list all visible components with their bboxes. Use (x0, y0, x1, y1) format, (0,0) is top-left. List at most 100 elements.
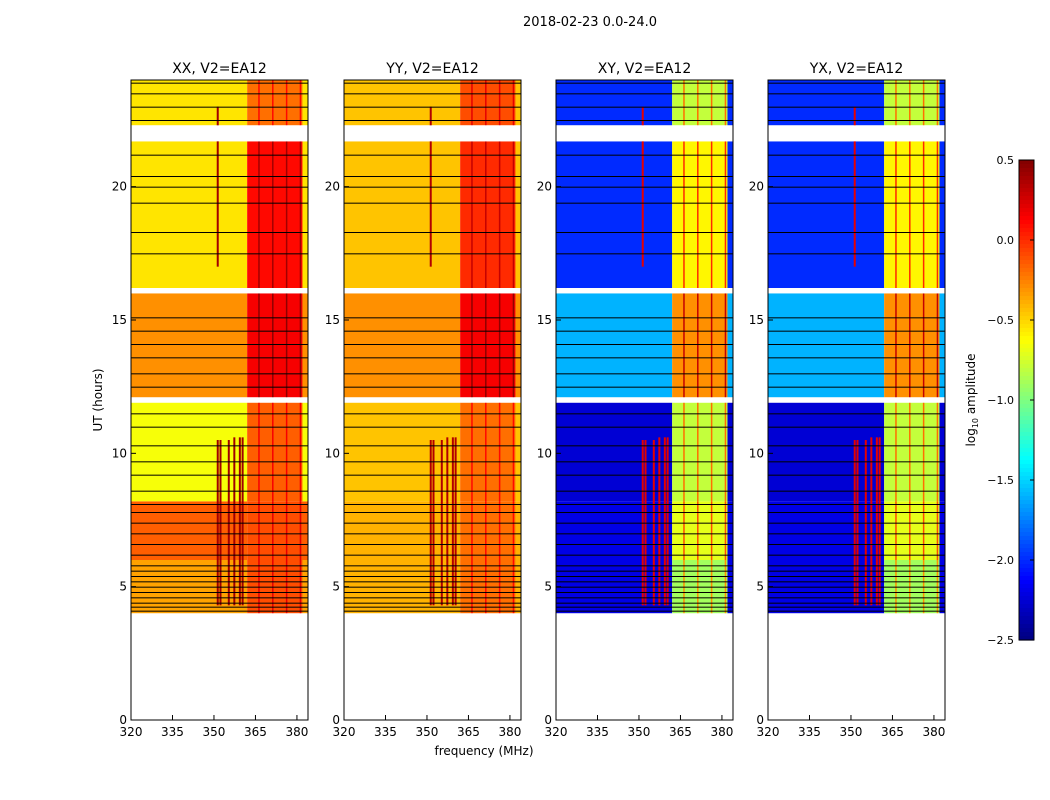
heatmap-cell (131, 80, 248, 126)
flagged-row (556, 533, 733, 535)
no-data-gap (768, 397, 945, 403)
colorbar-segment (1019, 308, 1034, 313)
flagged-row (344, 490, 521, 492)
flagged-row (131, 386, 308, 388)
panel-title: YX, V2=EA12 (809, 61, 904, 77)
flagged-row (131, 474, 308, 476)
flagged-row (768, 610, 945, 612)
colorbar-segment (1019, 256, 1034, 261)
flagged-row (556, 82, 733, 84)
colorbar-segment (1019, 568, 1034, 573)
colorbar-segment (1019, 432, 1034, 437)
flagged-row (344, 533, 521, 535)
heatmap-channel-stripe (272, 402, 274, 502)
colorbar-segment (1019, 428, 1034, 433)
flagged-row (556, 504, 733, 505)
heatmap-cell (302, 402, 308, 502)
heatmap-cell (884, 80, 940, 126)
flagged-row (131, 565, 308, 567)
x-tick-label: 335 (586, 725, 609, 739)
flagged-row (768, 586, 945, 588)
flagged-row (131, 330, 308, 332)
rfi-line (853, 106, 856, 267)
flagged-row (556, 597, 733, 599)
colorbar-segment (1019, 548, 1034, 553)
x-tick-label: 350 (416, 725, 439, 739)
flagged-row (768, 554, 945, 556)
colorbar-segment (1019, 436, 1034, 441)
flagged-row (768, 570, 945, 572)
colorbar-segment (1019, 348, 1034, 353)
heatmap-channel-stripe (909, 560, 911, 614)
y-tick-label: 20 (537, 180, 552, 194)
x-axis-label: frequency (MHz) (434, 744, 533, 758)
flagged-row (131, 202, 308, 204)
flagged-row (768, 106, 945, 108)
flagged-row (768, 544, 945, 545)
rfi-line (216, 106, 219, 267)
flagged-row (131, 253, 308, 255)
flagged-row (344, 154, 521, 156)
colorbar-segment (1019, 204, 1034, 209)
no-data-gap (556, 288, 733, 294)
rfi-line (864, 440, 867, 606)
heatmap-cell (131, 141, 248, 288)
heatmap-cell (727, 402, 733, 502)
rfi-line (875, 437, 878, 606)
colorbar-segment (1019, 244, 1034, 249)
rfi-line (856, 440, 859, 606)
flagged-row (768, 330, 945, 332)
colorbar-segment (1019, 420, 1034, 425)
x-tick-label: 365 (457, 725, 480, 739)
x-tick-label: 365 (244, 725, 267, 739)
colorbar-segment (1019, 220, 1034, 225)
flagged-row (556, 154, 733, 156)
colorbar-tick-label: 0.0 (997, 234, 1015, 247)
flagged-row (556, 445, 733, 447)
rfi-line (241, 437, 244, 606)
heatmap-channel-stripe (485, 80, 487, 126)
heatmap-channel-stripe (697, 560, 699, 614)
flagged-row (768, 176, 945, 177)
heatmap-channel-stripe (299, 560, 302, 614)
flagged-row (556, 202, 733, 204)
no-data-gap (768, 288, 945, 294)
heatmap-channel-stripe (285, 80, 288, 126)
flagged-row (768, 82, 945, 84)
flagged-row (131, 544, 308, 545)
axes-frame (555, 79, 734, 721)
y-tick-label: 20 (325, 180, 340, 194)
rfi-line (641, 440, 644, 606)
flagged-row (344, 106, 521, 108)
heatmap-channel-stripe (909, 293, 911, 398)
colorbar-segment (1019, 596, 1034, 601)
heatmap-channel-stripe (258, 80, 260, 126)
colorbar-segment (1019, 352, 1034, 357)
rfi-line (652, 440, 655, 606)
heatmap-cell (672, 501, 728, 560)
colorbar-segment (1019, 500, 1034, 505)
colorbar-segment (1019, 480, 1034, 485)
colorbar-segment (1019, 600, 1034, 605)
colorbar-tick-label: −2.0 (987, 554, 1014, 567)
colorbar-segment (1019, 604, 1034, 609)
flagged-row (556, 522, 733, 524)
heatmap-channel-stripe (697, 402, 699, 502)
x-tick-label: 320 (333, 725, 356, 739)
heatmap-channel-stripe (258, 141, 260, 288)
heatmap-channel-stripe (683, 560, 685, 614)
heatmap-cell (672, 560, 728, 614)
flagged-row (556, 490, 733, 492)
flagged-row (556, 176, 733, 177)
heatmap-cell (460, 293, 516, 398)
flagged-row (768, 504, 945, 505)
flagged-row (344, 357, 521, 359)
colorbar-segment (1019, 624, 1034, 629)
colorbar-segment (1019, 392, 1034, 397)
heatmap-cell (672, 293, 728, 398)
heatmap-channel-stripe (485, 402, 487, 502)
flagged-row (344, 581, 521, 583)
heatmap-channel-stripe (471, 141, 473, 288)
heatmap-channel-stripe (724, 402, 727, 502)
flagged-row (131, 357, 308, 359)
